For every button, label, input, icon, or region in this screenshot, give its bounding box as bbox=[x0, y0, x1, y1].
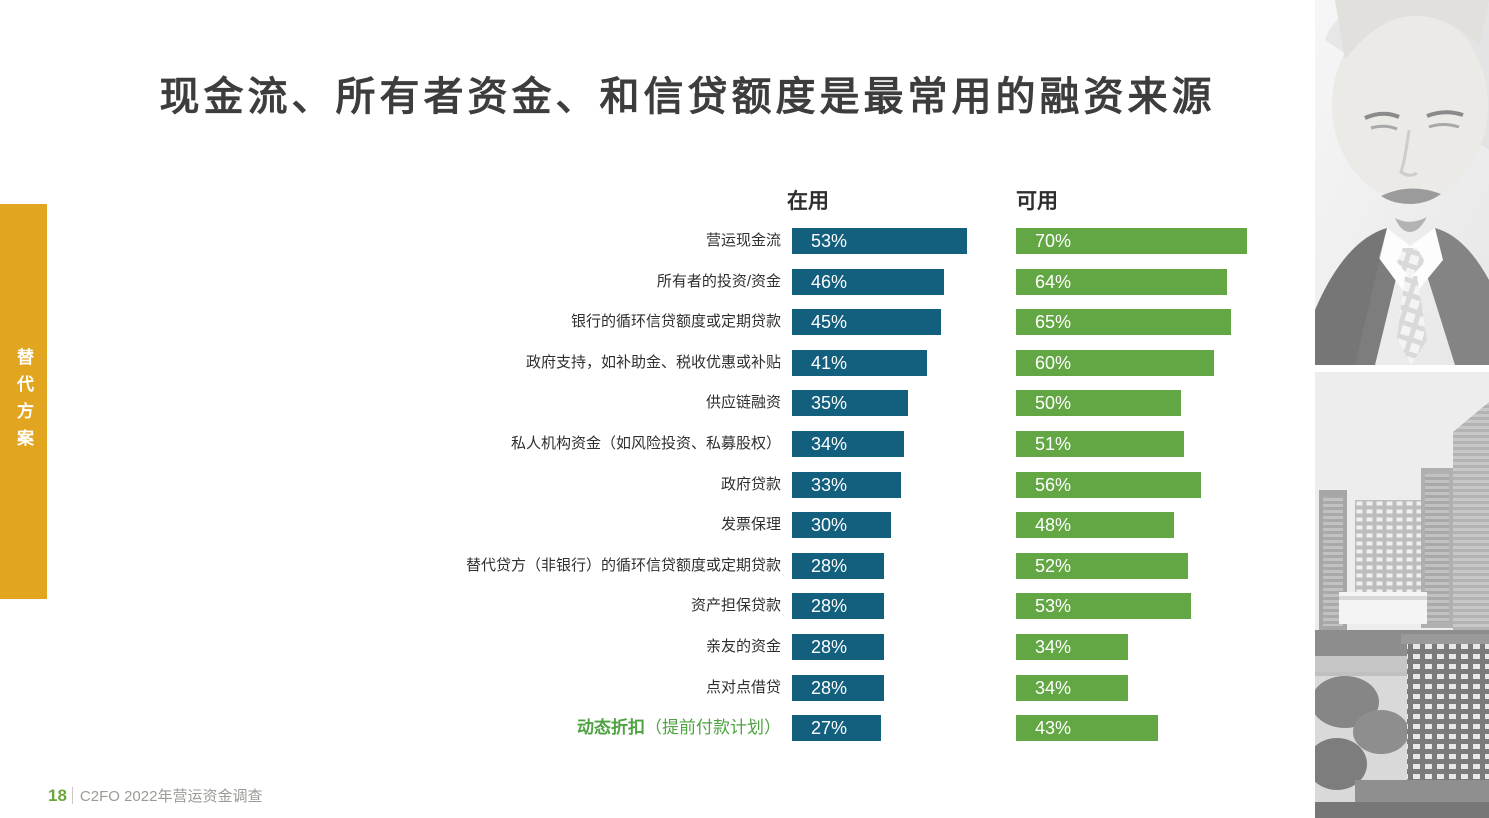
bar-in-use: 28% bbox=[792, 674, 885, 701]
bar-available: 48% bbox=[1016, 512, 1175, 539]
footer-divider bbox=[71, 787, 73, 804]
chart-row: 发票保理 30% 48% bbox=[0, 512, 1315, 553]
category-label: 资产担保贷款 bbox=[690, 597, 781, 615]
bar-available: 52% bbox=[1016, 552, 1188, 579]
chart-row: 供应链融资 35% 50% bbox=[0, 390, 1315, 431]
bar-in-use: 45% bbox=[792, 309, 941, 336]
chart-row: 动态折扣（提前付款计划） 27% 43% bbox=[0, 715, 1315, 756]
bar-in-use: 30% bbox=[792, 512, 891, 539]
bar-in-use: 46% bbox=[792, 268, 944, 295]
bar-in-use: 41% bbox=[792, 349, 928, 376]
bar-available: 43% bbox=[1016, 715, 1158, 742]
category-label: 银行的循环信贷额度或定期贷款 bbox=[570, 313, 781, 331]
bar-in-use: 28% bbox=[792, 552, 885, 579]
bar-available: 53% bbox=[1016, 593, 1191, 620]
side-tab-label: 替代方案 bbox=[14, 347, 33, 456]
photo-panel bbox=[1315, 0, 1489, 818]
category-label: 动态折扣（提前付款计划） bbox=[577, 718, 781, 738]
bar-in-use: 28% bbox=[792, 633, 885, 660]
bar-available: 34% bbox=[1016, 674, 1129, 701]
bar-available: 50% bbox=[1016, 390, 1181, 417]
chart-row: 政府贷款 33% 56% bbox=[0, 471, 1315, 513]
category-label: 亲友的资金 bbox=[705, 637, 781, 655]
category-label: 所有者的投资/资金 bbox=[656, 272, 781, 290]
category-label: 替代贷方（非银行）的循环信贷额度或定期贷款 bbox=[465, 556, 781, 574]
category-label: 营运现金流 bbox=[705, 232, 781, 249]
page-title: 现金流、所有者资金、和信贷额度是最常用的融资来源 bbox=[159, 75, 1216, 119]
footer-source: C2FO 2022年营运资金调查 bbox=[79, 788, 263, 805]
bar-available: 51% bbox=[1016, 430, 1185, 457]
bar-available: 65% bbox=[1016, 309, 1231, 336]
chart-row: 私人机构资金（如风险投资、私募股权） 34% 51% bbox=[0, 430, 1315, 472]
chart-row: 所有者的投资/资金 46% 64% bbox=[0, 268, 1315, 310]
bar-available: 34% bbox=[1016, 633, 1129, 660]
bar-in-use: 34% bbox=[792, 430, 905, 457]
category-label: 政府支持，如补助金、税收优惠或补贴 bbox=[525, 353, 781, 371]
bar-in-use: 28% bbox=[792, 593, 885, 620]
category-label: 点对点借贷 bbox=[705, 678, 781, 696]
column-header-in-use: 在用 bbox=[787, 190, 829, 213]
chart-row: 亲友的资金 28% 34% bbox=[0, 633, 1315, 675]
bar-available: 70% bbox=[1016, 228, 1247, 254]
bar-available: 64% bbox=[1016, 268, 1228, 295]
category-label: 供应链融资 bbox=[705, 394, 781, 412]
chart-row: 替代贷方（非银行）的循环信贷额度或定期贷款 28% 52% bbox=[0, 552, 1315, 594]
bar-in-use: 27% bbox=[792, 715, 882, 742]
category-label: 私人机构资金（如风险投资、私募股权） bbox=[510, 434, 781, 452]
footer: 18 C2FO 2022年营运资金调查 bbox=[48, 785, 262, 806]
bar-in-use: 33% bbox=[792, 471, 901, 498]
category-label: 发票保理 bbox=[720, 516, 781, 534]
businessman-photo bbox=[1315, 0, 1489, 365]
chart-row: 政府支持，如补助金、税收优惠或补贴 41% 60% bbox=[0, 349, 1315, 391]
chart-row: 银行的循环信贷额度或定期贷款 45% 65% bbox=[0, 309, 1315, 350]
chart-row: 营运现金流 53% 70% bbox=[0, 228, 1315, 269]
category-label: 政府贷款 bbox=[720, 475, 781, 493]
bar-in-use: 53% bbox=[792, 228, 967, 254]
bar-chart: 营运现金流 53% 70% 所有者的投资/资金 46% 64% 银行的循环信贷额… bbox=[0, 228, 1315, 756]
cityscape-photo bbox=[1315, 372, 1489, 818]
bar-in-use: 35% bbox=[792, 390, 908, 417]
chart-row: 点对点借贷 28% 34% bbox=[0, 674, 1315, 716]
bar-available: 56% bbox=[1016, 471, 1201, 498]
side-tab-alternatives: 替代方案 bbox=[0, 204, 47, 599]
chart-row: 资产担保贷款 28% 53% bbox=[0, 593, 1315, 634]
bar-available: 60% bbox=[1016, 349, 1214, 376]
page-number: 18 bbox=[48, 785, 67, 805]
column-header-available: 可用 bbox=[1016, 190, 1058, 213]
